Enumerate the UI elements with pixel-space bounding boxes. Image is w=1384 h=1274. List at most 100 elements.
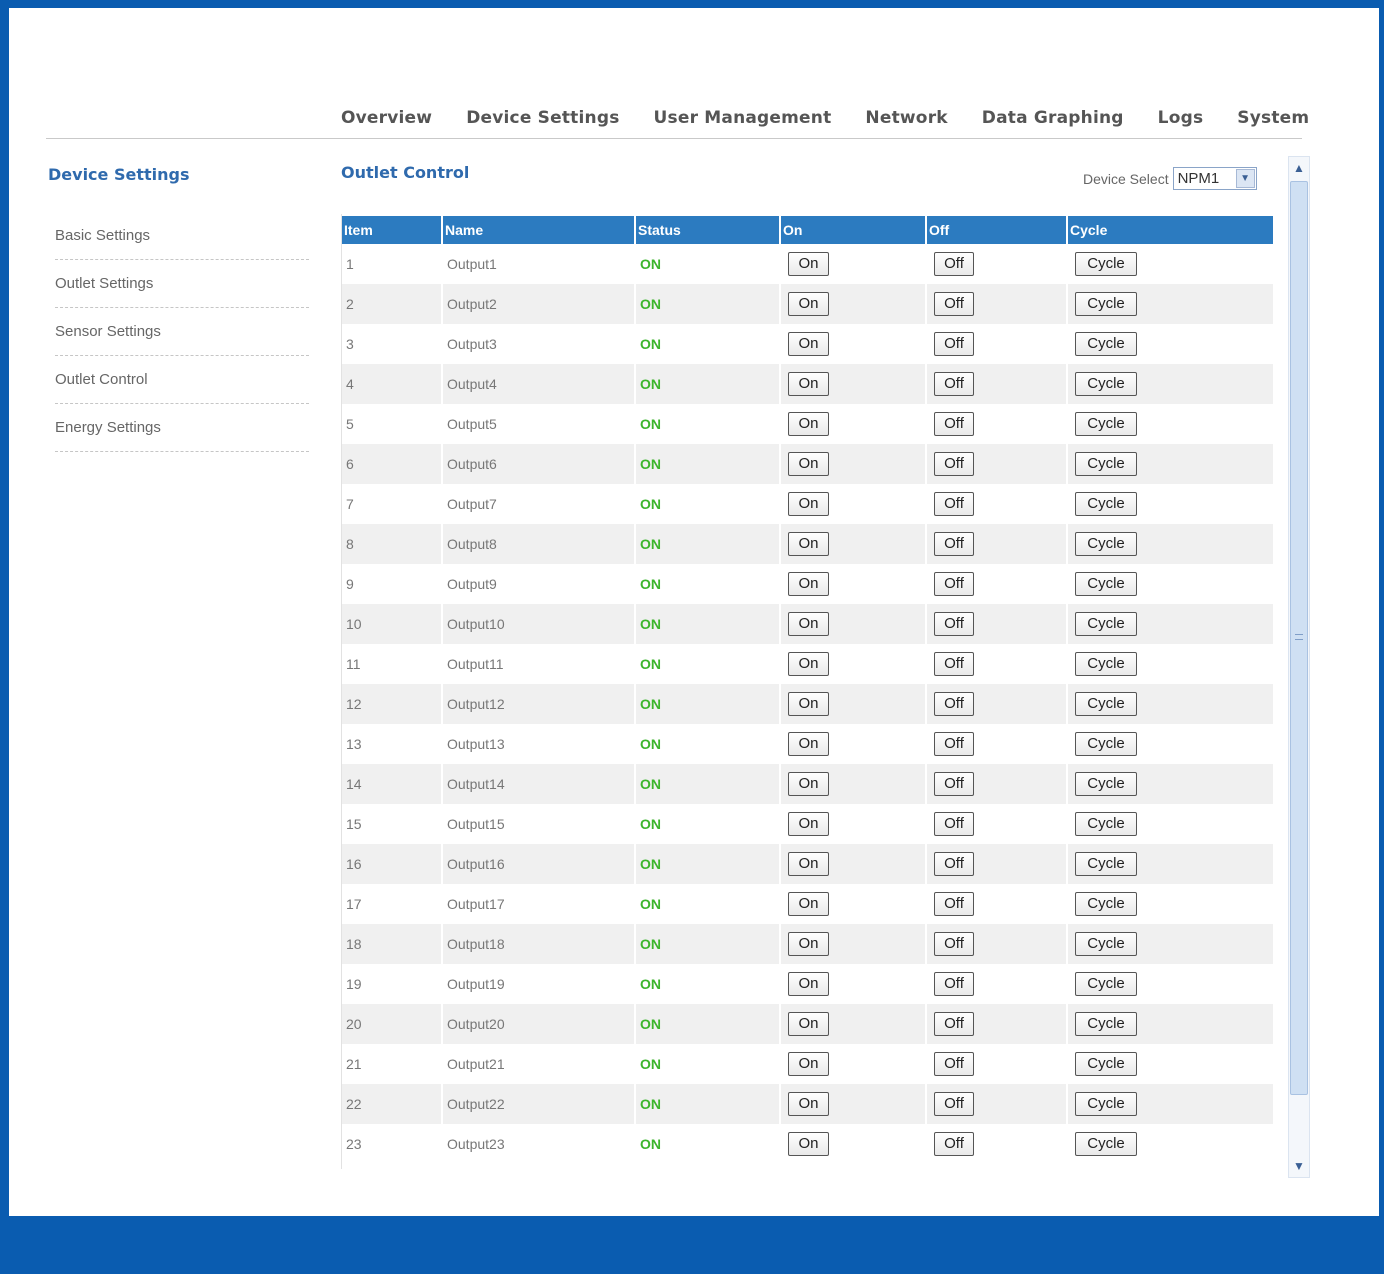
cycle-button[interactable]: Cycle [1075, 492, 1137, 516]
off-button[interactable]: Off [934, 1012, 974, 1036]
off-button[interactable]: Off [934, 452, 974, 476]
nav-network[interactable]: Network [865, 108, 948, 128]
cycle-button[interactable]: Cycle [1075, 1092, 1137, 1116]
sidebar-item-sensor-settings[interactable]: Sensor Settings [55, 308, 309, 356]
cycle-button[interactable]: Cycle [1075, 572, 1137, 596]
on-button[interactable]: On [788, 492, 829, 516]
on-button[interactable]: On [788, 572, 829, 596]
cycle-button[interactable]: Cycle [1075, 452, 1137, 476]
cycle-button[interactable]: Cycle [1075, 532, 1137, 556]
off-button[interactable]: Off [934, 972, 974, 996]
cell-off: Off [927, 444, 1068, 484]
device-select[interactable]: NPM1 ▼ [1172, 167, 1257, 190]
cell-item: 3 [342, 324, 443, 364]
sidebar-item-basic-settings[interactable]: Basic Settings [55, 212, 309, 260]
chevron-down-icon[interactable]: ▼ [1293, 1159, 1305, 1173]
on-button[interactable]: On [788, 1052, 829, 1076]
off-button[interactable]: Off [934, 932, 974, 956]
off-button[interactable]: Off [934, 1092, 974, 1116]
off-button[interactable]: Off [934, 332, 974, 356]
on-button[interactable]: On [788, 1092, 829, 1116]
cell-cycle: Cycle [1068, 1044, 1275, 1084]
on-button[interactable]: On [788, 332, 829, 356]
cycle-button[interactable]: Cycle [1075, 652, 1137, 676]
header-status: Status [636, 214, 781, 244]
off-button[interactable]: Off [934, 412, 974, 436]
cycle-button[interactable]: Cycle [1075, 692, 1137, 716]
on-button[interactable]: On [788, 652, 829, 676]
nav-logs[interactable]: Logs [1157, 108, 1204, 128]
nav-system[interactable]: System [1237, 108, 1310, 128]
off-button[interactable]: Off [934, 812, 974, 836]
chevron-down-icon[interactable]: ▼ [1235, 169, 1255, 188]
table-row: 2 Output2 ON On Off Cycle [342, 284, 1275, 324]
cycle-button[interactable]: Cycle [1075, 372, 1137, 396]
cell-on: On [781, 924, 927, 964]
cycle-button[interactable]: Cycle [1075, 1132, 1137, 1156]
on-button[interactable]: On [788, 532, 829, 556]
on-button[interactable]: On [788, 372, 829, 396]
off-button[interactable]: Off [934, 892, 974, 916]
off-button[interactable]: Off [934, 612, 974, 636]
off-button[interactable]: Off [934, 1132, 974, 1156]
chevron-up-icon[interactable]: ▲ [1293, 161, 1305, 175]
cycle-button[interactable]: Cycle [1075, 1052, 1137, 1076]
on-button[interactable]: On [788, 1012, 829, 1036]
cell-cycle: Cycle [1068, 564, 1275, 604]
on-button[interactable]: On [788, 252, 829, 276]
cycle-button[interactable]: Cycle [1075, 932, 1137, 956]
cycle-button[interactable]: Cycle [1075, 292, 1137, 316]
off-button[interactable]: Off [934, 772, 974, 796]
cell-item: 18 [342, 924, 443, 964]
cycle-button[interactable]: Cycle [1075, 812, 1137, 836]
cycle-button[interactable]: Cycle [1075, 1012, 1137, 1036]
on-button[interactable]: On [788, 932, 829, 956]
cycle-button[interactable]: Cycle [1075, 612, 1137, 636]
sidebar-item-outlet-control[interactable]: Outlet Control [55, 356, 309, 404]
cycle-button[interactable]: Cycle [1075, 332, 1137, 356]
off-button[interactable]: Off [934, 292, 974, 316]
off-button[interactable]: Off [934, 692, 974, 716]
cell-item: 20 [342, 1004, 443, 1044]
off-button[interactable]: Off [934, 372, 974, 396]
on-button[interactable]: On [788, 412, 829, 436]
cycle-button[interactable]: Cycle [1075, 852, 1137, 876]
on-button[interactable]: On [788, 892, 829, 916]
table-row: 17 Output17 ON On Off Cycle [342, 884, 1275, 924]
on-button[interactable]: On [788, 692, 829, 716]
table-row: 6 Output6 ON On Off Cycle [342, 444, 1275, 484]
sidebar-item-outlet-settings[interactable]: Outlet Settings [55, 260, 309, 308]
off-button[interactable]: Off [934, 572, 974, 596]
cycle-button[interactable]: Cycle [1075, 972, 1137, 996]
on-button[interactable]: On [788, 1132, 829, 1156]
nav-overview[interactable]: Overview [341, 108, 433, 128]
cycle-button[interactable]: Cycle [1075, 732, 1137, 756]
cycle-button[interactable]: Cycle [1075, 892, 1137, 916]
cycle-button[interactable]: Cycle [1075, 252, 1137, 276]
off-button[interactable]: Off [934, 492, 974, 516]
on-button[interactable]: On [788, 972, 829, 996]
on-button[interactable]: On [788, 852, 829, 876]
on-button[interactable]: On [788, 812, 829, 836]
scrollbar[interactable]: ▲ ▼ [1288, 156, 1310, 1178]
off-button[interactable]: Off [934, 732, 974, 756]
nav-device-settings[interactable]: Device Settings [466, 108, 620, 128]
cycle-button[interactable]: Cycle [1075, 412, 1137, 436]
on-button[interactable]: On [788, 732, 829, 756]
on-button[interactable]: On [788, 452, 829, 476]
off-button[interactable]: Off [934, 532, 974, 556]
on-button[interactable]: On [788, 772, 829, 796]
on-button[interactable]: On [788, 612, 829, 636]
cycle-button[interactable]: Cycle [1075, 772, 1137, 796]
sidebar-item-energy-settings[interactable]: Energy Settings [55, 404, 309, 452]
off-button[interactable]: Off [934, 852, 974, 876]
scroll-thumb[interactable] [1290, 181, 1308, 1095]
on-button[interactable]: On [788, 292, 829, 316]
cell-on: On [781, 484, 927, 524]
nav-user-management[interactable]: User Management [653, 108, 832, 128]
off-button[interactable]: Off [934, 1052, 974, 1076]
cell-off: Off [927, 964, 1068, 1004]
nav-data-graphing[interactable]: Data Graphing [981, 108, 1124, 128]
off-button[interactable]: Off [934, 652, 974, 676]
off-button[interactable]: Off [934, 252, 974, 276]
